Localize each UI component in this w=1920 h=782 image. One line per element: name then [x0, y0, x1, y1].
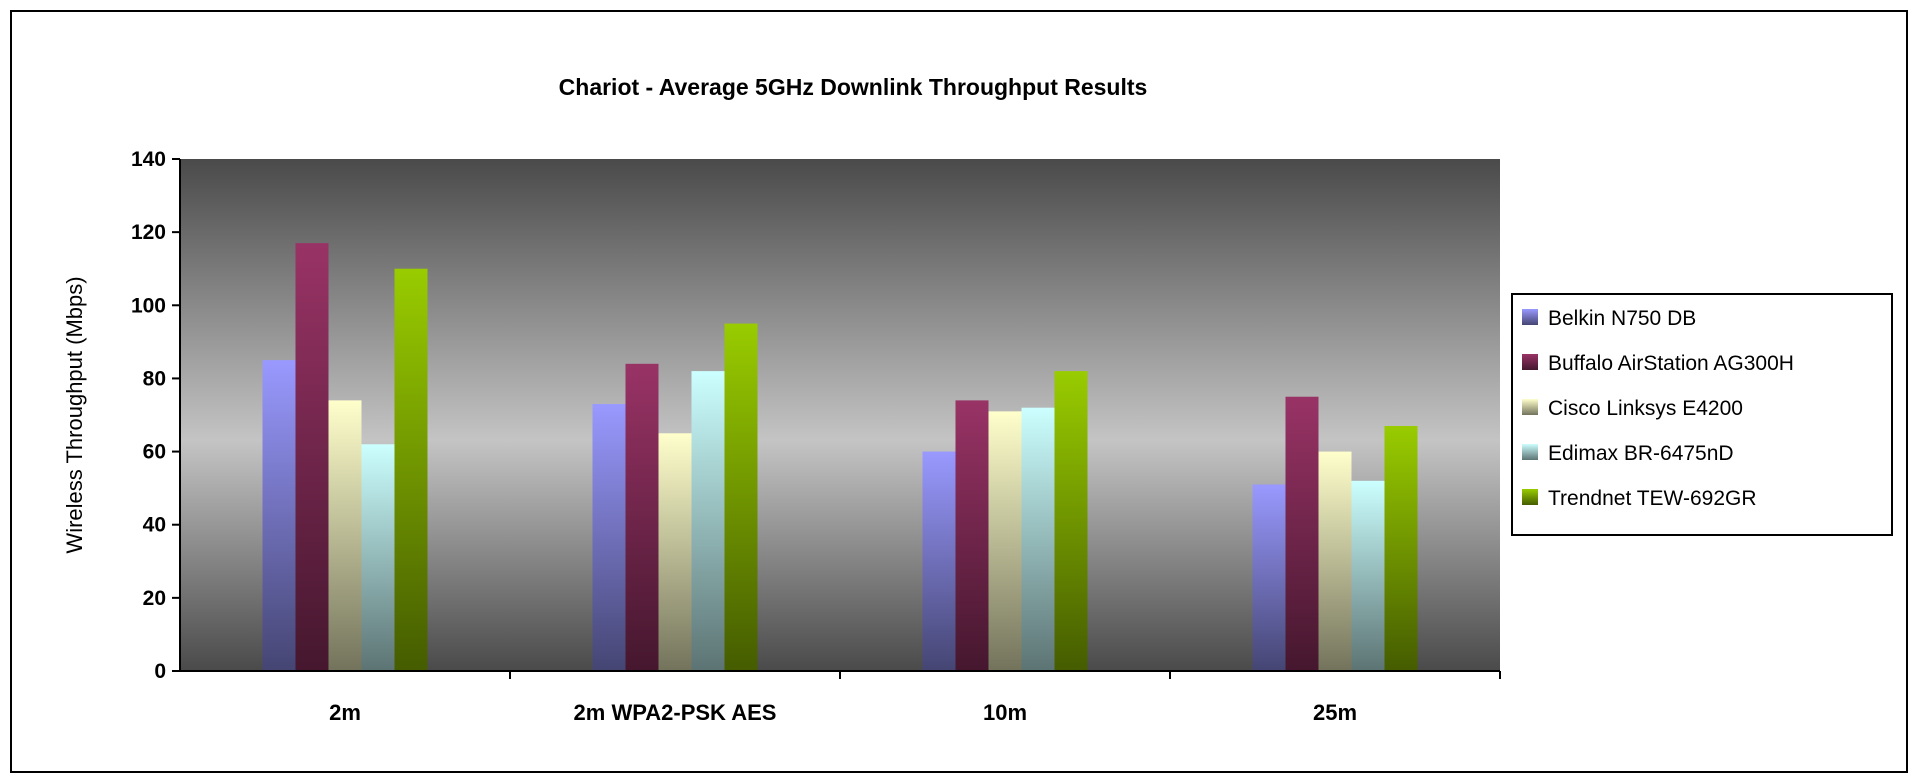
legend-label: Edimax BR-6475nD	[1548, 442, 1734, 465]
legend-swatch	[1522, 309, 1538, 325]
legend-items: Belkin N750 DB Buffalo AirStation AG300H C…	[1522, 307, 1794, 510]
legend-label: Buffalo AirStation AG300H	[1548, 352, 1794, 375]
x-category-label: 2m WPA2-PSK AES	[574, 700, 777, 725]
bar-buffalo-airstation-ag300h-10m	[955, 400, 989, 671]
bar-trendnet-tew-692gr-25m	[1384, 425, 1418, 671]
bar-trendnet-tew-692gr-10m	[1054, 371, 1088, 671]
bar-cisco-linksys-e4200-2m	[328, 400, 362, 671]
bar-belkin-n750-db-2m-wpa2-psk-aes	[592, 404, 626, 671]
x-category-label: 10m	[983, 700, 1027, 725]
bar-trendnet-tew-692gr-2m-wpa2-psk-aes	[724, 323, 758, 671]
legend-swatch	[1522, 354, 1538, 370]
bar-belkin-n750-db-25m	[1252, 484, 1286, 671]
legend-label: Cisco Linksys E4200	[1548, 397, 1743, 420]
bar-cisco-linksys-e4200-25m	[1318, 451, 1352, 671]
chart-title: Chariot - Average 5GHz Downlink Throughp…	[559, 74, 1148, 100]
bar-cisco-linksys-e4200-2m-wpa2-psk-aes	[658, 433, 692, 671]
y-tick-label: 80	[143, 367, 166, 390]
bar-edimax-br-6475nd-10m	[1021, 407, 1055, 671]
y-tick-label: 40	[143, 514, 166, 537]
bar-edimax-br-6475nd-25m	[1351, 480, 1385, 671]
legend-swatch	[1522, 399, 1538, 415]
legend-label: Belkin N750 DB	[1548, 307, 1696, 330]
bar-buffalo-airstation-ag300h-2m	[295, 243, 329, 671]
bar-buffalo-airstation-ag300h-25m	[1285, 396, 1319, 671]
y-tick-label: 140	[131, 148, 166, 171]
x-category-label: 2m	[329, 700, 361, 725]
y-tick-label: 0	[154, 660, 166, 683]
bar-belkin-n750-db-10m	[922, 451, 956, 671]
bar-belkin-n750-db-2m	[262, 360, 296, 671]
y-tick-label: 120	[131, 221, 166, 244]
y-tick-label: 20	[143, 587, 166, 610]
y-axis-label: Wireless Throughput (Mbps)	[62, 276, 87, 553]
bar-edimax-br-6475nd-2m-wpa2-psk-aes	[691, 371, 725, 671]
bar-edimax-br-6475nd-2m	[361, 444, 395, 671]
y-ticks-group: 0 20 40 60 80 100 120 140	[131, 148, 180, 683]
y-tick-label: 100	[131, 294, 166, 317]
bar-trendnet-tew-692gr-2m	[394, 268, 428, 671]
x-category-label: 25m	[1313, 700, 1357, 725]
legend-label: Trendnet TEW-692GR	[1548, 487, 1757, 510]
legend-swatch	[1522, 489, 1538, 505]
bar-buffalo-airstation-ag300h-2m-wpa2-psk-aes	[625, 363, 659, 671]
legend-swatch	[1522, 444, 1538, 460]
legend-box	[1511, 293, 1893, 536]
x-categories-group: 2m 2m WPA2-PSK AES 10m 25m	[329, 671, 1501, 725]
bar-cisco-linksys-e4200-10m	[988, 411, 1022, 671]
bars-group	[262, 243, 1418, 671]
y-tick-label: 60	[143, 441, 166, 464]
legend: Belkin N750 DB Buffalo AirStation AG300H C…	[1511, 293, 1893, 536]
